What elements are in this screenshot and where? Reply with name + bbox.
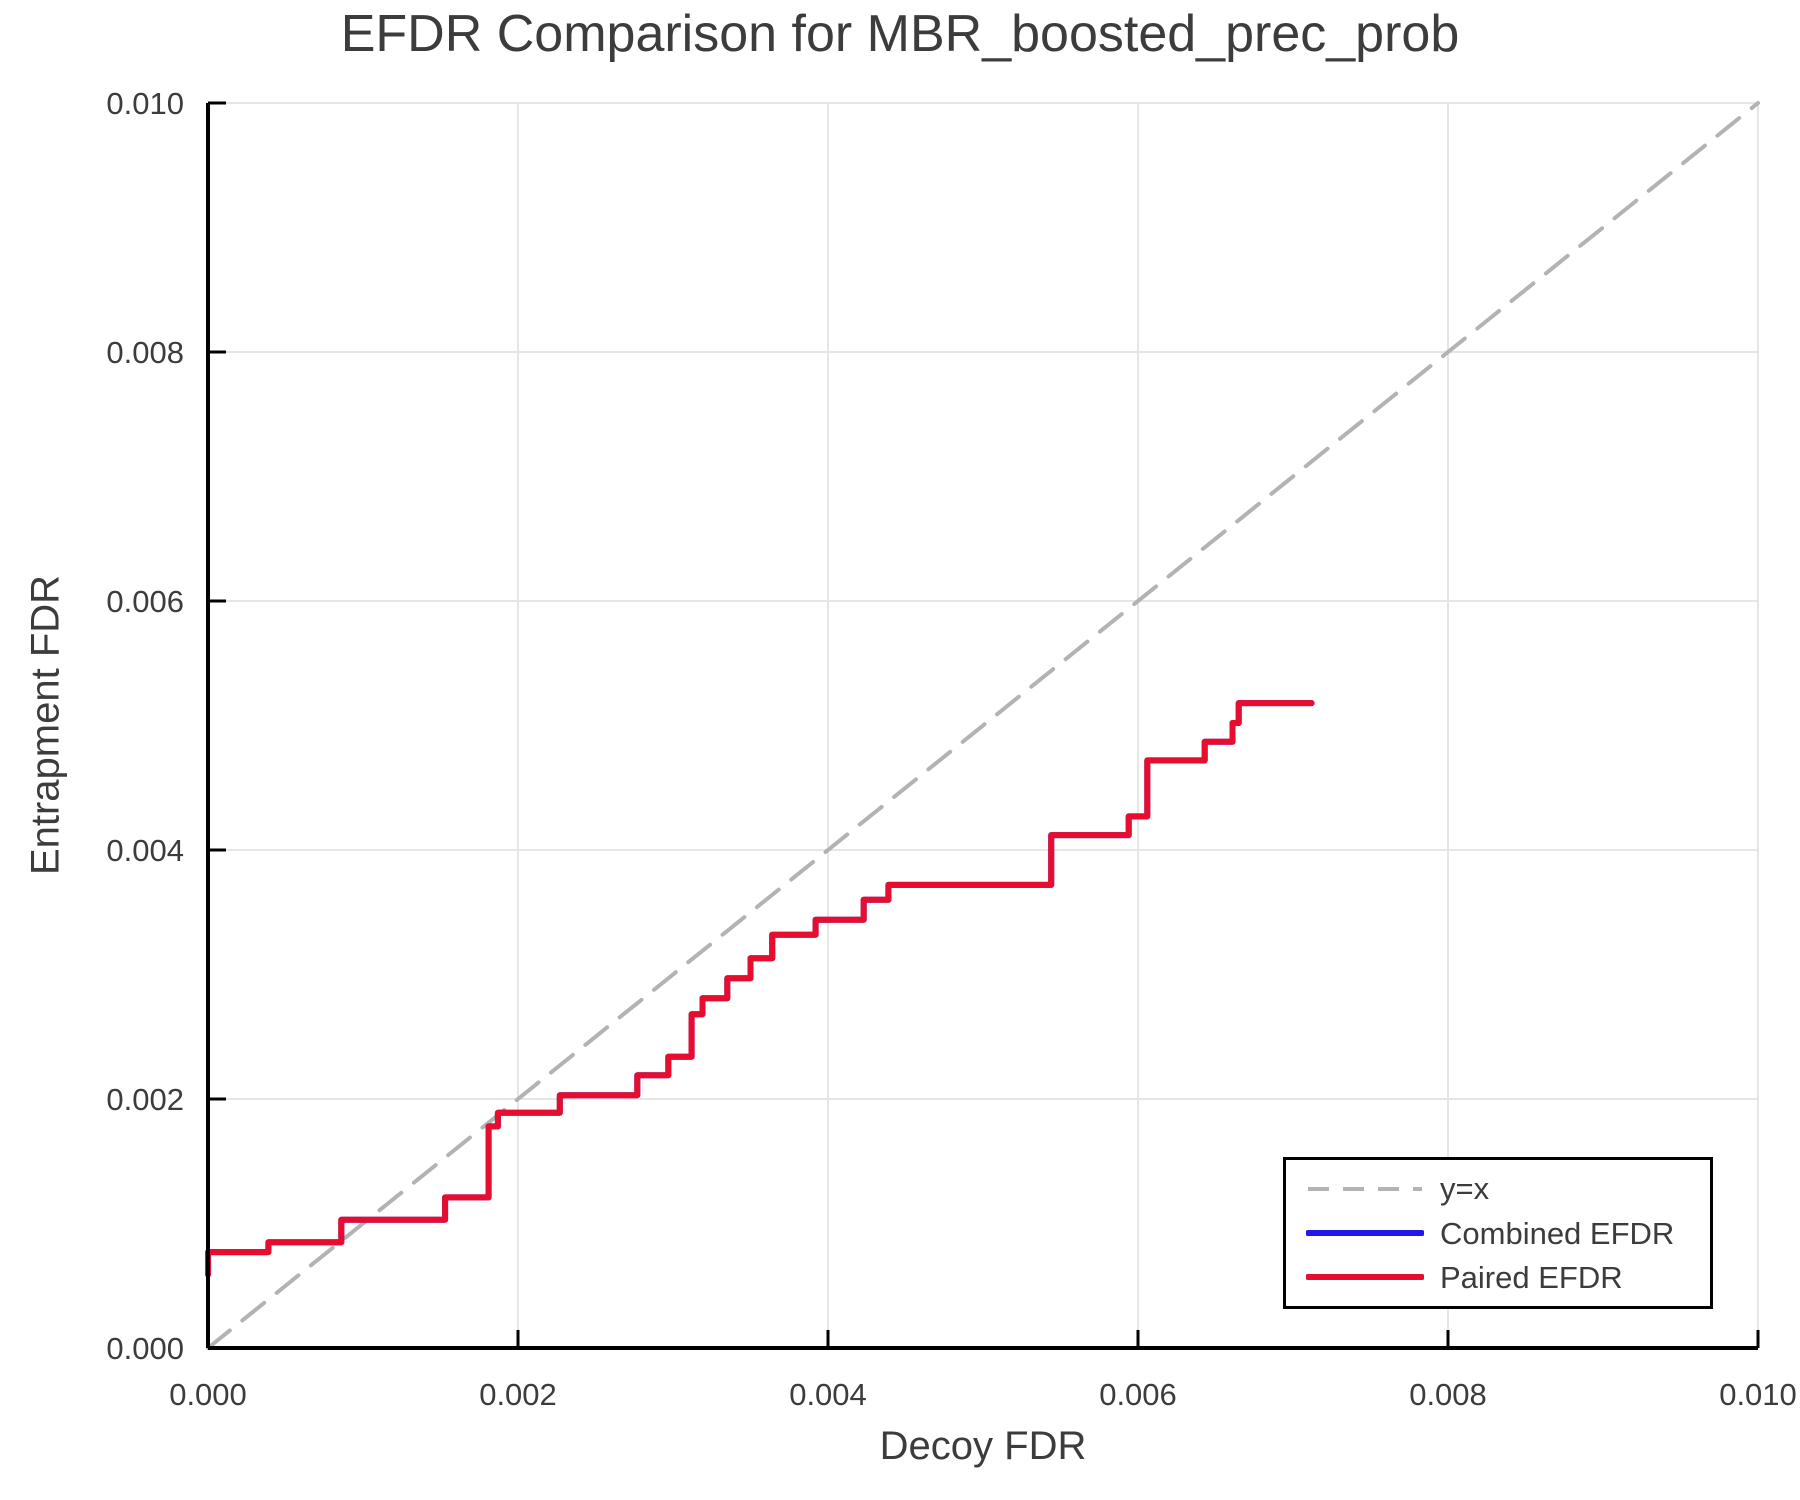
y-tick-label: 0.010 (106, 86, 184, 121)
blue-line-swatch-icon (1306, 1230, 1424, 1236)
y-tick-label: 0.002 (106, 1082, 184, 1117)
x-tick-label: 0.008 (1409, 1377, 1487, 1412)
dashed-line-swatch-icon (1308, 1186, 1422, 1191)
legend-label-paired: Paired EFDR (1440, 1259, 1623, 1295)
legend-item-combined: Combined EFDR (1286, 1218, 1710, 1249)
x-tick-label: 0.000 (169, 1377, 247, 1412)
chart-title: EFDR Comparison for MBR_boosted_prec_pro… (340, 5, 1460, 63)
x-axis-label: Decoy FDR (879, 1424, 1087, 1468)
x-tick-label: 0.006 (1099, 1377, 1177, 1412)
red-line-swatch-icon (1306, 1274, 1424, 1281)
legend-label-yx: y=x (1440, 1171, 1490, 1207)
x-tick-label: 0.010 (1719, 1377, 1797, 1412)
legend-item-yx: y=x (1286, 1173, 1710, 1204)
series-line-paired-efdr (205, 700, 1315, 1278)
legend-item-paired: Paired EFDR (1286, 1262, 1710, 1293)
x-tick-label: 0.004 (789, 1377, 867, 1412)
y-axis-label: Entrapment FDR (23, 574, 68, 876)
y-tick-label: 0.008 (106, 335, 184, 370)
y-tick-label: 0.006 (106, 584, 184, 619)
legend: y=x Combined EFDR Paired EFDR (1283, 1157, 1713, 1309)
legend-label-combined: Combined EFDR (1440, 1215, 1675, 1251)
y-tick-label: 0.004 (106, 833, 184, 868)
y-tick-label: 0.000 (106, 1331, 184, 1366)
x-tick-label: 0.002 (479, 1377, 557, 1412)
series-line-y-x (206, 101, 1760, 1350)
